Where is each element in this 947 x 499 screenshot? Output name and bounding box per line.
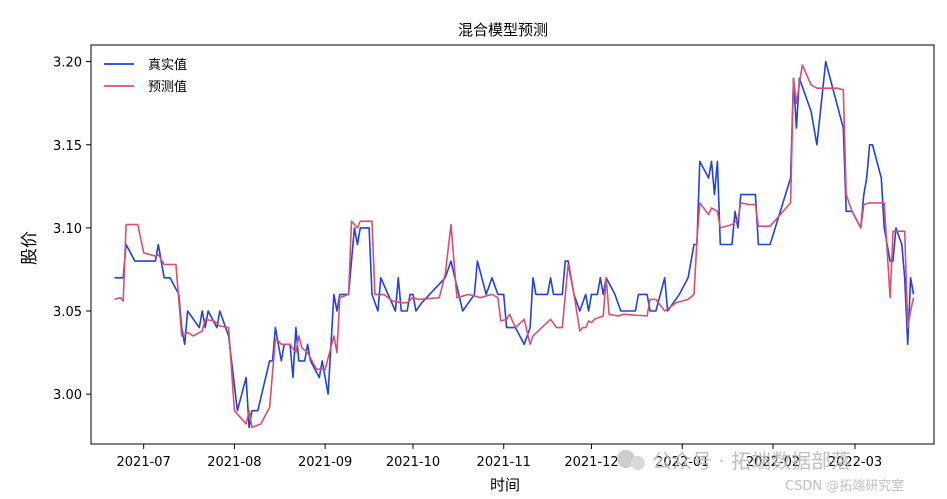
y-axis-title: 股价	[20, 231, 40, 265]
wechat-watermark-text: 公众号 · 拓端数据部落	[652, 449, 851, 473]
x-axis: 2021-07 2021-08 2021-09 2021-10 2021-11 2021-…	[117, 444, 882, 470]
x-tick-label: 2021-08	[207, 455, 261, 470]
x-axis-title: 时间	[490, 476, 520, 494]
legend-label: 预测值	[148, 79, 187, 95]
y-tick-label: 3.05	[53, 305, 82, 320]
wechat-icon	[617, 450, 635, 468]
x-tick-label: 2022-03	[828, 455, 882, 470]
x-tick-label: 2022-01	[655, 455, 709, 470]
x-tick-label: 2021-12	[564, 455, 618, 470]
y-axis: 3.00 3.05 3.10 3.15 3.20	[53, 56, 91, 403]
watermark: 公众号 · 拓端数据部落 CSDN @拓端研究室	[617, 449, 904, 494]
x-tick-label: 2022-02	[746, 455, 800, 470]
plot-area	[90, 44, 935, 445]
y-tick-label: 3.00	[53, 388, 82, 403]
series-line-predicted	[114, 64, 915, 429]
legend-label: 真实值	[148, 57, 187, 73]
wechat-icon-bubble	[631, 456, 645, 470]
x-tick-label: 2021-10	[386, 455, 440, 470]
x-tick-label: 2021-11	[477, 455, 531, 470]
y-tick-label: 3.10	[53, 222, 82, 237]
y-tick-label: 3.15	[53, 139, 82, 154]
y-tick-label: 3.20	[53, 56, 82, 71]
plot-background	[91, 45, 934, 444]
csdn-watermark-text: CSDN @拓端研究室	[785, 478, 904, 494]
x-tick-label: 2021-07	[117, 455, 171, 470]
x-tick-label: 2021-09	[298, 455, 352, 470]
series-group	[114, 60, 915, 429]
plot-frame	[90, 44, 935, 445]
chart-title: 混合模型预测	[458, 21, 548, 39]
